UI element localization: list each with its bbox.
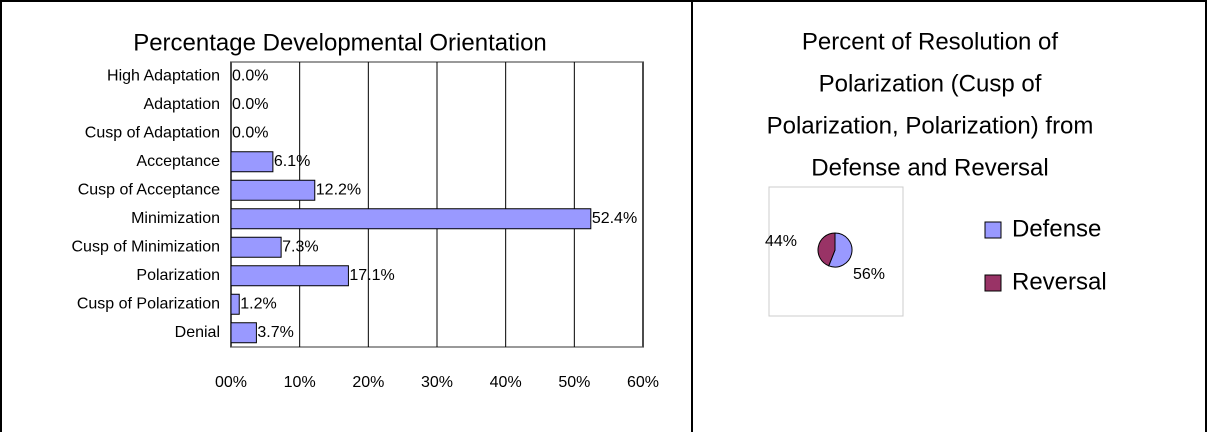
chart-title: Defense and Reversal [811, 154, 1048, 181]
x-tick-label: 40% [490, 374, 522, 391]
value-label: 3.7% [257, 324, 293, 341]
bar [230, 208, 592, 230]
x-tick-label: 20% [352, 374, 384, 391]
bar [230, 236, 282, 258]
x-tick-label: 30% [421, 374, 453, 391]
chart-title: Percentage Developmental Orientation [133, 29, 547, 56]
y-tick-label: Cusp of Adaptation [85, 124, 220, 141]
value-label: 12.2% [316, 181, 361, 198]
y-tick-label: Adaptation [143, 96, 220, 113]
y-tick-label: Cusp of Minimization [72, 238, 221, 255]
pie-slice [817, 232, 836, 267]
y-tick-label: Acceptance [136, 153, 220, 170]
x-tick-label: 50% [558, 374, 590, 391]
value-label: 44% [765, 233, 797, 250]
value-label: 7.3% [282, 238, 318, 255]
bar [230, 151, 274, 173]
legend-label: Reversal [1012, 268, 1107, 295]
value-label: 0.0% [232, 124, 268, 141]
y-tick-label: Denial [175, 324, 220, 341]
value-label: 52.4% [592, 210, 637, 227]
y-tick-label: Polarization [136, 267, 220, 284]
chart-title: Polarization (Cusp of [819, 70, 1042, 97]
value-label: 6.1% [274, 153, 310, 170]
y-tick-label: Minimization [131, 210, 220, 227]
value-label: 56% [853, 266, 885, 283]
chart-title: Polarization, Polarization) from [767, 112, 1094, 139]
x-tick-label: 00% [215, 374, 247, 391]
legend-label: Defense [1012, 215, 1101, 242]
value-label: 0.0% [232, 67, 268, 84]
legend-swatch [984, 274, 1002, 292]
chart-title: Percent of Resolution of [802, 28, 1058, 55]
y-tick-label: High Adaptation [107, 67, 220, 84]
x-tick-label: 10% [284, 374, 316, 391]
y-tick-label: Cusp of Polarization [77, 295, 220, 312]
y-tick-label: Cusp of Acceptance [78, 181, 220, 198]
value-label: 1.2% [240, 295, 276, 312]
bar [230, 293, 240, 315]
bar [230, 179, 316, 201]
value-label: 17.1% [349, 267, 394, 284]
bar [230, 322, 257, 344]
pie-slice [828, 232, 853, 268]
bar [230, 265, 349, 287]
x-tick-label: 60% [627, 374, 659, 391]
value-label: 0.0% [232, 96, 268, 113]
legend-swatch [984, 221, 1002, 239]
